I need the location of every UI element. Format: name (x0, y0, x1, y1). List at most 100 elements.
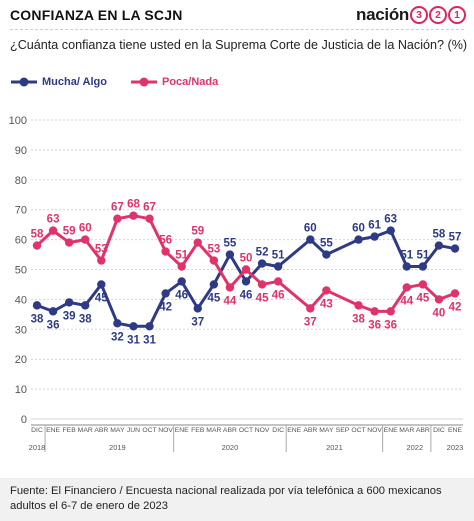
x-tick-label-21: NOV (367, 427, 382, 434)
legend-swatch-mucha (11, 77, 37, 87)
series-0-point-15 (273, 262, 283, 271)
x-tick-label-16: ENE (287, 427, 301, 434)
series-1-point-16 (306, 304, 315, 313)
series-1-data-label-23: 40 (433, 307, 446, 319)
series-1-point-3 (81, 235, 90, 244)
series-0-data-label-8: 42 (159, 301, 172, 313)
series-0-point-0 (32, 301, 42, 310)
x-tick-label-26: ENE (448, 427, 462, 434)
series-0-point-18 (354, 235, 363, 244)
series-0-point-17 (322, 250, 331, 259)
x-tick-label-6: JUN (127, 427, 140, 434)
series-1-data-label-1: 63 (47, 214, 60, 226)
series-1-data-label-3: 60 (79, 223, 92, 235)
series-0-point-9 (177, 277, 186, 286)
footer (0, 478, 474, 521)
series-1-point-21 (402, 283, 411, 292)
series-1-point-12 (225, 283, 235, 292)
x-tick-label-19: SEP (336, 427, 350, 434)
x-tick-label-25: DIC (433, 427, 445, 434)
x-tick-label-15: DIC (272, 427, 284, 434)
series-0-point-14 (257, 259, 267, 268)
series-0-point-24 (450, 244, 460, 253)
x-tick-label-14: NOV (255, 427, 270, 434)
series-0-data-label-18: 60 (352, 223, 365, 235)
series-1-point-14 (257, 280, 267, 289)
series-1-point-8 (161, 247, 170, 256)
series-1-point-24 (450, 289, 460, 298)
series-1-data-label-11: 53 (207, 244, 220, 256)
x-tick-label-11: MAR (206, 427, 221, 434)
y-tick-label-50: 50 (15, 265, 27, 277)
series-0-data-label-24: 57 (449, 232, 462, 244)
series-0-data-label-0: 38 (31, 313, 44, 325)
series-0-point-6 (129, 322, 138, 331)
series-0-point-10 (193, 304, 202, 313)
series-0-data-label-12: 55 (224, 238, 237, 250)
series-1-data-label-22: 45 (416, 292, 429, 304)
header-divider (10, 29, 464, 30)
series-1-point-13 (241, 265, 251, 274)
series-0-point-8 (161, 289, 170, 298)
series-1-point-7 (145, 214, 154, 223)
legend-label-mucha: Mucha/ Algo (42, 76, 107, 88)
y-tick-label-10: 10 (15, 384, 27, 396)
series-0-point-7 (145, 322, 154, 331)
series-0-point-4 (97, 280, 106, 289)
series-0-data-label-19: 61 (368, 220, 381, 232)
x-tick-label-9: ENE (175, 427, 189, 434)
series-0-data-label-5: 32 (111, 331, 124, 343)
series-1-data-label-19: 36 (368, 319, 381, 331)
legend-item-mucha: Mucha/ Algo (10, 76, 107, 88)
series-0-data-label-14: 52 (256, 247, 269, 259)
series-0-data-label-11: 45 (207, 292, 220, 304)
legend-label-poca: Poca/Nada (162, 76, 219, 88)
series-0-data-label-1: 36 (47, 319, 60, 331)
legend-swatch-poca (131, 77, 157, 87)
x-tick-label-23: MAR (399, 427, 414, 434)
series-1-data-label-20: 36 (384, 319, 397, 331)
y-tick-label-80: 80 (15, 175, 27, 187)
series-0-point-16 (306, 235, 315, 244)
series-1-point-18 (354, 301, 363, 310)
x-tick-label-4: ABR (94, 427, 108, 434)
x-tick-label-10: FEB (191, 427, 205, 434)
y-tick-label-20: 20 (15, 354, 27, 366)
series-1-point-1 (48, 226, 58, 235)
series-1-data-label-21: 44 (400, 295, 413, 307)
series-0-point-23 (434, 241, 444, 250)
x-tick-label-1: ENE (46, 427, 60, 434)
x-tick-label-2: FEB (63, 427, 77, 434)
series-1-data-label-5: 67 (111, 202, 124, 214)
series-0-data-label-21: 51 (400, 250, 413, 262)
series-1-data-label-14: 45 (256, 292, 269, 304)
series-0-point-3 (81, 301, 90, 310)
x-tick-label-3: MAR (78, 427, 93, 434)
year-label-2021: 2021 (326, 443, 343, 452)
x-tick-label-8: NOV (158, 427, 173, 434)
x-tick-label-22: ENE (384, 427, 398, 434)
series-0-point-12 (225, 250, 235, 259)
series-0-point-22 (418, 262, 428, 271)
y-tick-label-60: 60 (15, 235, 27, 247)
legend-item-poca: Poca/Nada (130, 76, 218, 88)
series-1-point-11 (209, 256, 219, 265)
y-tick-label-40: 40 (15, 294, 27, 306)
x-tick-label-7: OCT (142, 427, 156, 434)
footer-source: Fuente: El Financiero / Encuesta naciona… (10, 485, 442, 512)
series-0-point-19 (370, 232, 379, 241)
series-1-point-22 (418, 280, 428, 289)
logo-digit-3: 1 (448, 6, 466, 24)
chart-title: CONFIANZA EN LA SCJN (10, 7, 183, 23)
series-1-data-label-15: 46 (272, 289, 285, 301)
series-1-data-label-13: 50 (240, 253, 253, 265)
series-0-data-label-20: 63 (384, 214, 397, 226)
series-1-data-label-8: 56 (159, 235, 172, 247)
series-0-data-label-10: 37 (191, 316, 204, 328)
series-1-point-5 (113, 214, 122, 223)
y-tick-label-0: 0 (21, 414, 27, 426)
logo-digit-2: 2 (429, 6, 447, 24)
x-tick-label-17: ABR (303, 427, 317, 434)
series-1-point-20 (386, 307, 395, 316)
x-tick-label-20: OCT (351, 427, 365, 434)
